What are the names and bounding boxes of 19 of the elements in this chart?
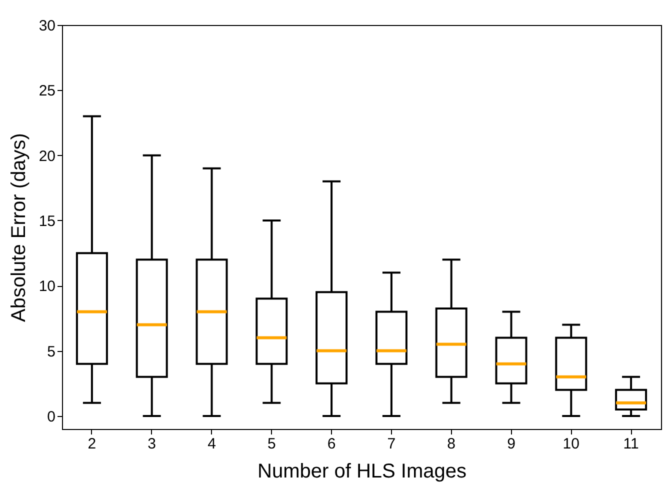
y-tick-label: 25 xyxy=(38,82,56,100)
y-tick-label: 20 xyxy=(38,148,56,165)
x-tick-label: 11 xyxy=(623,436,639,452)
x-tick-label: 10 xyxy=(562,436,580,452)
x-tick-label: 3 xyxy=(148,436,156,452)
x-axis-title: Number of HLS Images xyxy=(258,460,466,482)
x-tick-label: 7 xyxy=(387,436,396,452)
x-tick-label: 4 xyxy=(208,436,216,452)
y-tick-label: 5 xyxy=(47,343,56,360)
x-tick-label: 5 xyxy=(267,436,276,452)
x-tick-label: 2 xyxy=(88,436,96,452)
x-tick-label: 9 xyxy=(507,436,516,452)
y-tick-label: 15 xyxy=(38,212,56,230)
y-tick-label: 0 xyxy=(47,408,56,426)
x-tick-label: 6 xyxy=(327,436,336,452)
y-tick-label: 10 xyxy=(38,278,56,296)
y-tick-label: 30 xyxy=(38,18,56,34)
x-tick-label: 8 xyxy=(447,436,456,452)
y-axis-title: Absolute Error (days) xyxy=(8,133,30,322)
